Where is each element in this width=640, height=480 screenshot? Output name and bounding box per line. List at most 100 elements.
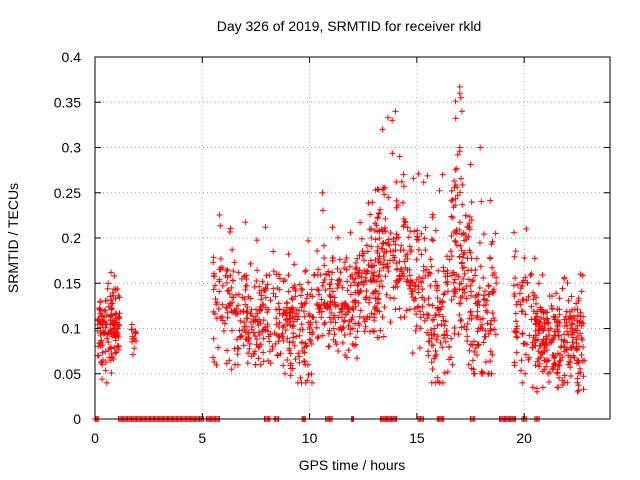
data-point	[112, 349, 119, 356]
data-point	[393, 231, 400, 238]
data-point	[356, 313, 363, 320]
data-point	[427, 282, 434, 289]
data-point	[309, 331, 316, 338]
data-point	[374, 247, 381, 254]
data-point	[290, 322, 297, 329]
data-point	[543, 363, 550, 370]
data-point	[245, 350, 252, 357]
data-point	[543, 333, 550, 340]
data-point	[554, 323, 561, 330]
data-point	[577, 330, 584, 337]
data-point	[254, 267, 261, 274]
data-point	[286, 339, 293, 346]
data-point	[580, 386, 587, 393]
data-point	[415, 246, 422, 253]
data-point	[242, 286, 249, 293]
data-point	[397, 247, 404, 254]
data-point	[447, 248, 454, 255]
data-point	[413, 256, 420, 263]
data-point	[457, 317, 464, 324]
data-point	[128, 326, 135, 333]
data-point	[335, 282, 342, 289]
data-point	[410, 175, 417, 182]
data-point	[403, 307, 410, 314]
data-point	[400, 171, 407, 178]
data-point	[424, 329, 431, 336]
data-point	[357, 307, 364, 314]
data-point	[578, 351, 585, 358]
data-point	[554, 366, 561, 373]
data-point	[489, 351, 496, 358]
data-point	[306, 324, 313, 331]
data-point	[344, 278, 351, 285]
data-point	[513, 301, 520, 308]
data-point	[363, 288, 370, 295]
data-point	[562, 313, 569, 320]
data-point	[387, 248, 394, 255]
data-point	[400, 199, 407, 206]
data-point	[235, 302, 242, 309]
data-point	[467, 341, 474, 348]
data-point	[359, 248, 366, 255]
data-point	[292, 293, 299, 300]
data-point	[440, 268, 447, 275]
data-point	[365, 200, 372, 207]
y-tick-label: 0.2	[62, 230, 82, 246]
data-point	[392, 306, 399, 313]
data-point	[108, 297, 115, 304]
data-point	[415, 304, 422, 311]
data-point	[325, 330, 332, 337]
data-point	[535, 280, 542, 287]
data-point	[373, 304, 380, 311]
data-point	[369, 199, 376, 206]
data-point	[111, 273, 118, 280]
data-point	[260, 335, 267, 342]
data-point	[270, 285, 277, 292]
data-point	[115, 342, 122, 349]
data-point	[302, 268, 309, 275]
data-point	[377, 327, 384, 334]
data-point	[576, 365, 583, 372]
data-point	[265, 357, 272, 364]
data-point	[229, 246, 236, 253]
data-point	[432, 353, 439, 360]
data-point	[100, 357, 107, 364]
data-point	[397, 275, 404, 282]
data-point	[253, 341, 260, 348]
data-point	[476, 302, 483, 309]
data-points	[92, 83, 588, 422]
data-point	[512, 248, 519, 255]
data-point	[461, 271, 468, 278]
data-point	[449, 214, 456, 221]
data-point	[538, 314, 545, 321]
data-point	[539, 368, 546, 375]
data-point	[372, 236, 379, 243]
data-point	[579, 357, 586, 364]
data-point	[264, 281, 271, 288]
data-point	[374, 243, 381, 250]
data-point	[465, 276, 472, 283]
data-point	[385, 267, 392, 274]
data-point	[296, 332, 303, 339]
data-point	[548, 293, 555, 300]
data-point	[489, 310, 496, 317]
data-point	[461, 289, 468, 296]
data-point	[109, 289, 116, 296]
data-point	[429, 214, 436, 221]
data-point	[380, 253, 387, 260]
data-point	[425, 295, 432, 302]
data-point	[96, 306, 103, 313]
data-point	[406, 272, 413, 279]
data-point	[448, 197, 455, 204]
data-point	[332, 338, 339, 345]
data-point	[546, 369, 553, 376]
data-point	[487, 348, 494, 355]
data-point	[210, 354, 217, 361]
data-point	[434, 283, 441, 290]
data-point	[400, 215, 407, 222]
data-point	[282, 327, 289, 334]
data-point	[390, 238, 397, 245]
data-point	[349, 271, 356, 278]
data-point	[469, 357, 476, 364]
data-point	[307, 291, 314, 298]
